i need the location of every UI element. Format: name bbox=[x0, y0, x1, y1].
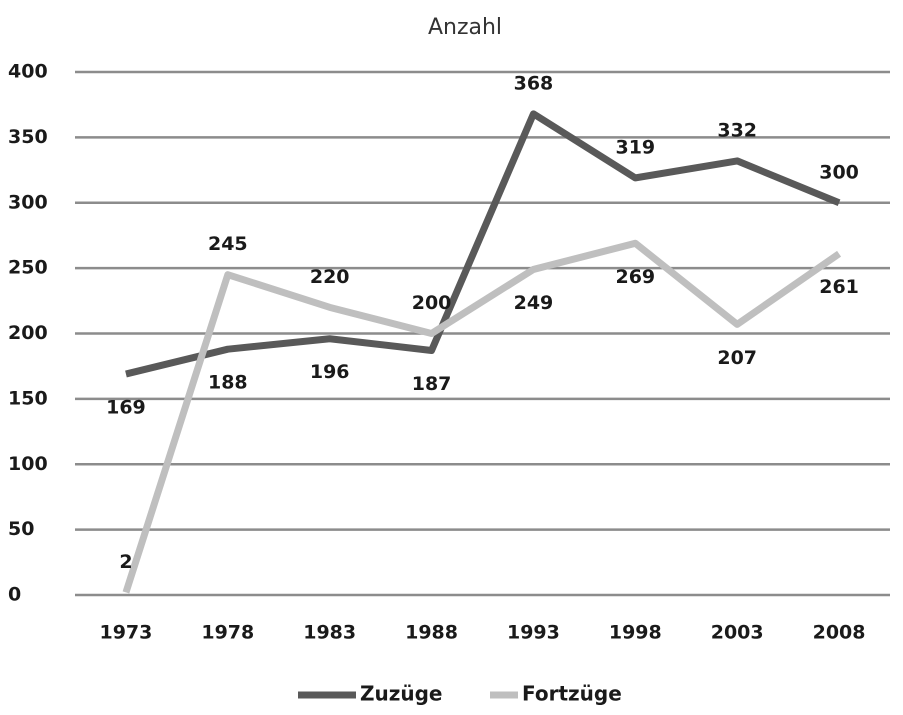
y-tick-label: 250 bbox=[8, 257, 48, 279]
y-tick-label: 200 bbox=[8, 322, 48, 344]
x-tick-label: 1988 bbox=[405, 622, 458, 644]
data-label: 249 bbox=[514, 292, 554, 314]
data-label: 319 bbox=[615, 136, 655, 158]
data-label: 261 bbox=[819, 276, 859, 298]
data-label: 368 bbox=[514, 72, 554, 94]
data-label: 2 bbox=[119, 551, 132, 573]
data-label: 200 bbox=[412, 292, 452, 314]
y-tick-label: 50 bbox=[8, 518, 34, 540]
x-tick-label: 1973 bbox=[99, 622, 152, 644]
x-tick-label: 1993 bbox=[507, 622, 560, 644]
x-tick-label: 1978 bbox=[201, 622, 254, 644]
data-label: 245 bbox=[208, 233, 248, 255]
x-tick-label: 2008 bbox=[813, 622, 866, 644]
data-label: 187 bbox=[412, 373, 452, 395]
series-line bbox=[122, 239, 842, 594]
y-tick-label: 0 bbox=[8, 584, 21, 606]
y-tick-label: 100 bbox=[8, 453, 48, 475]
y-tick-label: 350 bbox=[8, 126, 48, 148]
data-label: 188 bbox=[208, 372, 248, 394]
x-tick-label: 1998 bbox=[609, 622, 662, 644]
data-label: 300 bbox=[819, 161, 859, 183]
data-label: 207 bbox=[717, 347, 757, 369]
legend-label: Fortzüge bbox=[522, 682, 622, 706]
data-label: 220 bbox=[310, 266, 350, 288]
x-tick-label: 2003 bbox=[711, 622, 764, 644]
data-label: 169 bbox=[106, 397, 146, 419]
y-tick-label: 400 bbox=[8, 61, 48, 83]
data-label: 332 bbox=[717, 119, 757, 141]
y-tick-label: 150 bbox=[8, 387, 48, 409]
series-line bbox=[125, 110, 841, 378]
x-tick-label: 1983 bbox=[303, 622, 356, 644]
chart-title: Anzahl bbox=[428, 15, 502, 40]
y-tick-label: 300 bbox=[8, 191, 48, 213]
data-label: 269 bbox=[615, 266, 655, 288]
data-label: 196 bbox=[310, 361, 350, 383]
legend-label: Zuzüge bbox=[360, 682, 443, 706]
